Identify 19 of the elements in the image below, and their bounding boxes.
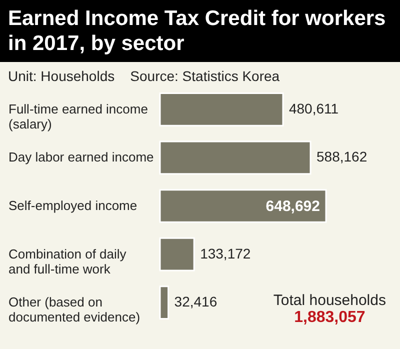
bar bbox=[159, 92, 284, 126]
bar bbox=[159, 237, 195, 272]
bar bbox=[159, 140, 312, 175]
y-tick-label: Self-employed income bbox=[8, 198, 138, 213]
bar bbox=[159, 286, 170, 320]
bar bbox=[159, 189, 327, 223]
data-label: 133,172 bbox=[200, 245, 251, 262]
data-label: 648,692 bbox=[266, 198, 320, 215]
data-label: 480,611 bbox=[288, 100, 339, 116]
y-tick-label: Other (based on documented evidence) bbox=[8, 294, 140, 325]
y-tick-label: Combination of daily and full-time work bbox=[8, 246, 127, 276]
annotation: Total households bbox=[273, 292, 386, 309]
annotation: 1,883,057 bbox=[293, 309, 366, 327]
chart-title: Earned Income Tax Credit for workers in 2017, by sector bbox=[0, 0, 400, 62]
chart-subtitle: Unit: Households Source: Statistics Korea bbox=[7, 67, 281, 84]
y-tick-label: Full-time earned income (salary) bbox=[8, 101, 148, 132]
data-label: 32,416 bbox=[174, 294, 218, 310]
data-label: 588,162 bbox=[316, 148, 368, 165]
y-tick-label: Day labor earned income bbox=[8, 150, 154, 165]
